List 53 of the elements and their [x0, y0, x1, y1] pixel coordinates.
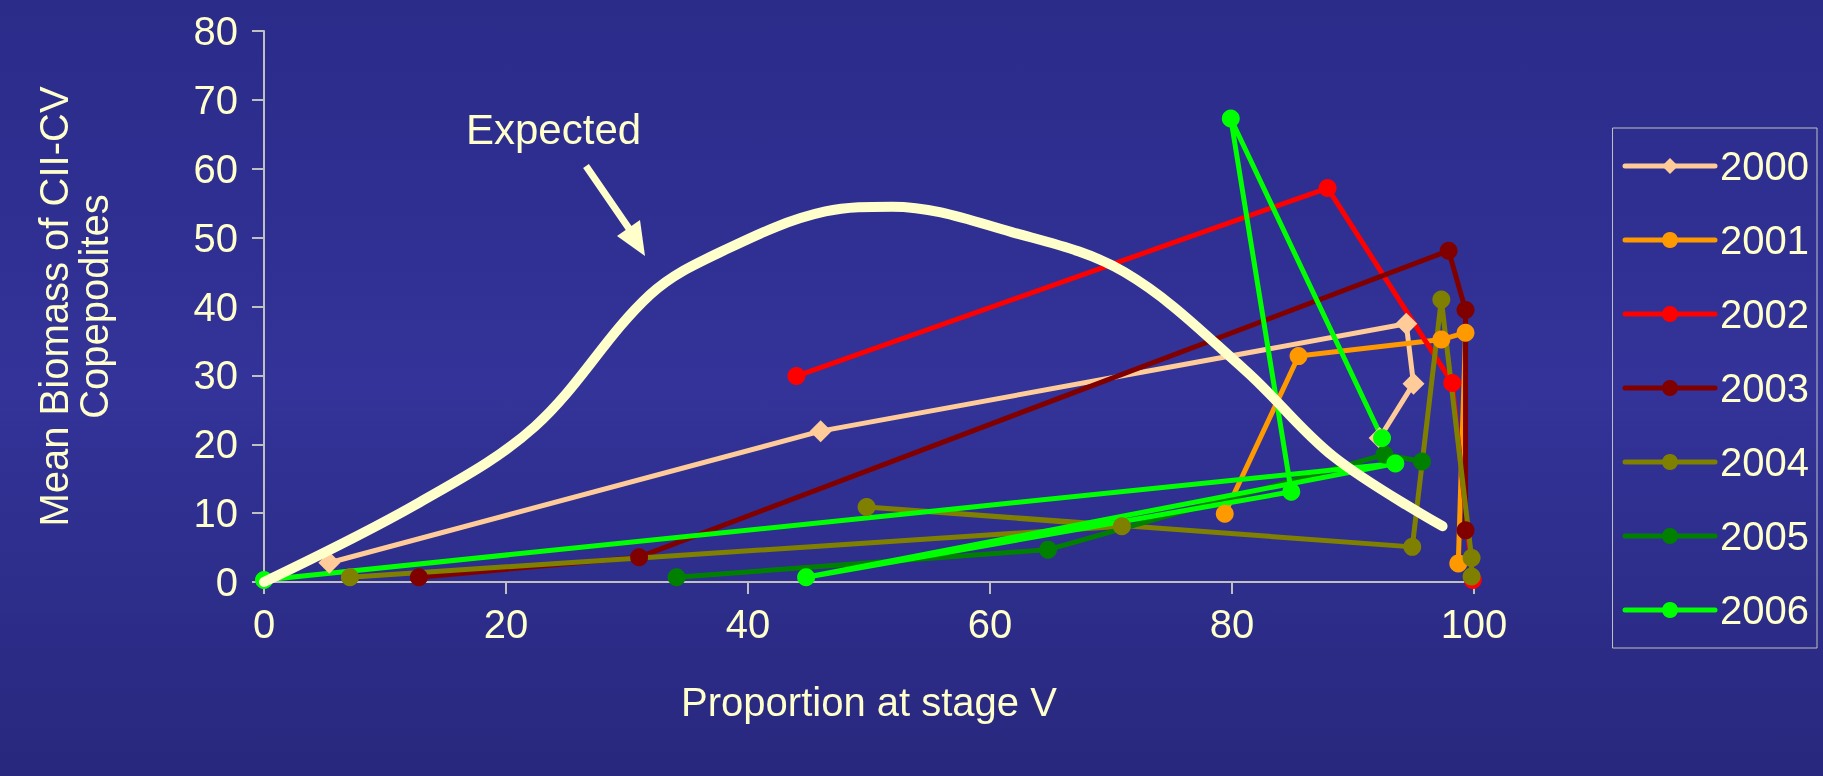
y-axis-title: Mean Biomass of CII-CV Copepodites: [32, 86, 116, 527]
point: [1373, 429, 1392, 448]
point: [409, 568, 428, 587]
point: [1039, 540, 1058, 559]
legend-label: 2006: [1720, 588, 1809, 632]
point: [1412, 452, 1431, 471]
legend-label: 2003: [1720, 366, 1809, 410]
point: [1215, 504, 1234, 523]
y-tick-label: 20: [193, 422, 238, 467]
point: [1432, 290, 1451, 309]
x-tick-label: 60: [967, 602, 1013, 646]
point: [1402, 372, 1425, 395]
annotation: Expected: [466, 105, 642, 153]
point: [797, 568, 816, 587]
point: [667, 568, 686, 587]
point: [857, 497, 876, 516]
legend-label: 2004: [1720, 440, 1809, 484]
point: [1443, 373, 1462, 392]
point: [1395, 312, 1418, 335]
x-tick-label: 0: [252, 602, 276, 646]
x-tick-label: 80: [1209, 602, 1255, 646]
y-tick-label: 70: [193, 77, 238, 122]
x-tick-label: 20: [483, 602, 529, 646]
point: [1403, 537, 1422, 556]
point: [1221, 109, 1240, 128]
y-tick-label: 50: [193, 215, 238, 260]
y-tick-label: 60: [193, 146, 238, 191]
point: [1439, 241, 1458, 260]
point: [1456, 521, 1475, 540]
x-tick-label: 40: [725, 602, 771, 646]
y-tick-label: 0: [215, 560, 238, 604]
legend-label: 2001: [1720, 218, 1809, 262]
legend-label: 2005: [1720, 514, 1809, 558]
point: [1456, 300, 1475, 319]
point: [1112, 517, 1131, 536]
y-tick-label: 80: [193, 9, 238, 53]
point: [787, 367, 806, 386]
point: [1456, 323, 1475, 342]
point: [1386, 454, 1405, 473]
point: [1318, 179, 1337, 198]
x-axis-title: Proportion at stage V: [681, 680, 1058, 724]
point: [1462, 548, 1481, 567]
point: [1289, 347, 1308, 366]
y-tick-label: 10: [193, 491, 238, 536]
y-tick-label: 40: [193, 284, 238, 329]
legend-label: 2002: [1720, 292, 1809, 336]
point: [630, 548, 649, 567]
x-tick-label: 100: [1440, 602, 1508, 646]
point: [809, 420, 832, 443]
legend-label: 2000: [1720, 144, 1809, 188]
y-tick-label: 30: [193, 353, 238, 398]
point: [340, 568, 359, 587]
point: [1432, 330, 1451, 349]
